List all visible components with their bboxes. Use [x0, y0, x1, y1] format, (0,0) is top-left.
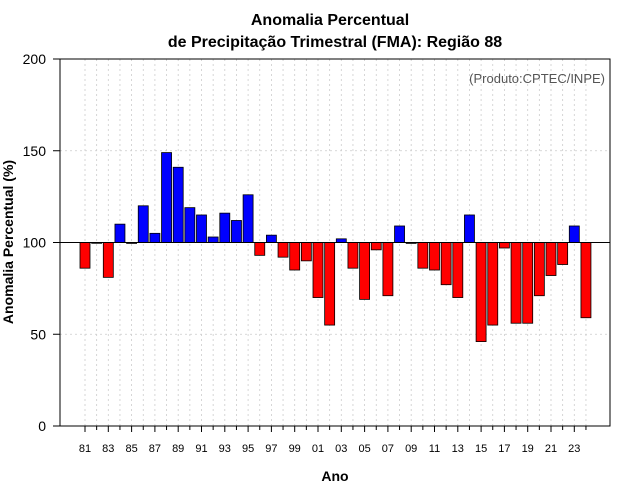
- bar-01: [312, 242, 324, 298]
- bar-16: [487, 242, 499, 326]
- x-axis-label: Ano: [321, 468, 348, 484]
- bar-18: [510, 242, 522, 324]
- bar-22: [557, 242, 569, 265]
- bar-05: [359, 242, 371, 300]
- x-tick-label-89: 89: [172, 443, 184, 455]
- bar-97: [265, 234, 277, 243]
- bar-23: [568, 225, 580, 243]
- bar-89: [172, 166, 184, 243]
- x-tick-label-23: 23: [568, 443, 580, 455]
- x-tick-label-03: 03: [335, 443, 347, 455]
- bar-00: [300, 242, 312, 262]
- y-axis: 0 50 100 150 200: [23, 51, 60, 434]
- y-tick-label: 0: [38, 418, 46, 434]
- x-tick-label-09: 09: [405, 443, 417, 455]
- bar-86: [137, 205, 149, 243]
- chart-title-line2: de Precipitação Trimestral (FMA): Região…: [168, 34, 502, 51]
- bar-81: [79, 242, 91, 269]
- y-tick-label: 50: [30, 326, 46, 342]
- x-tick-label-17: 17: [498, 443, 510, 455]
- bar-08: [394, 225, 405, 243]
- x-tick-label-95: 95: [242, 443, 254, 455]
- x-tick-label-81: 81: [79, 443, 91, 455]
- y-tick-label: 150: [23, 143, 47, 159]
- bar-19: [522, 242, 534, 324]
- bar-11: [429, 242, 440, 271]
- bar-92: [207, 236, 219, 243]
- bar-83: [102, 242, 114, 278]
- bar-12: [440, 242, 452, 286]
- bar-91: [196, 214, 207, 243]
- y-tick-label: 100: [23, 235, 47, 251]
- x-tick-label-93: 93: [219, 443, 231, 455]
- bar-14: [464, 214, 475, 243]
- bar-20: [533, 242, 545, 297]
- bar-90: [184, 207, 196, 243]
- bar-95: [242, 194, 254, 243]
- x-tick-label-11: 11: [429, 443, 440, 455]
- bar-24: [580, 242, 592, 319]
- bar-88: [161, 152, 172, 243]
- bar-98: [277, 242, 289, 258]
- gridlines: [60, 59, 610, 426]
- bar-94: [231, 220, 242, 243]
- bar-07: [382, 242, 394, 297]
- y-axis-label: Anomalia Percentual (%): [0, 160, 16, 324]
- x-tick-label-05: 05: [358, 443, 370, 455]
- bar-15: [475, 242, 487, 342]
- x-tick-label-87: 87: [149, 443, 161, 455]
- bar-87: [149, 232, 161, 243]
- bar-13: [452, 242, 464, 298]
- bar-93: [219, 212, 231, 243]
- bar-06: [370, 242, 382, 251]
- bar-96: [254, 242, 266, 256]
- bar-10: [417, 242, 429, 269]
- bar-17: [498, 242, 510, 249]
- x-tick-label-19: 19: [522, 443, 534, 455]
- bar-21: [545, 242, 557, 276]
- bar-04: [347, 242, 359, 269]
- x-tick-label-01: 01: [312, 443, 324, 455]
- x-tick-label-13: 13: [452, 443, 464, 455]
- x-tick-label-85: 85: [125, 443, 137, 455]
- x-tick-label-83: 83: [102, 443, 114, 455]
- bar-03: [335, 238, 347, 243]
- credit-text: (Produto:CPTEC/INPE): [469, 71, 605, 86]
- x-tick-label-15: 15: [475, 443, 487, 455]
- x-tick-label-21: 21: [545, 443, 557, 455]
- chart-title-line1: Anomalia Percentual: [251, 12, 409, 29]
- x-tick-label-97: 97: [265, 443, 277, 455]
- x-tick-label-99: 99: [289, 443, 301, 455]
- x-tick-label-91: 91: [195, 443, 207, 455]
- bar-99: [289, 242, 301, 271]
- bar-series: [79, 152, 592, 342]
- y-tick-label: 200: [23, 51, 47, 67]
- x-tick-label-07: 07: [382, 443, 394, 455]
- x-axis: 81 83 85 87 89 91 93 95 97 99 01 03 05 07 09 11 13 15 17 19…: [79, 426, 587, 455]
- bar-84: [114, 223, 126, 243]
- bar-02: [324, 242, 336, 326]
